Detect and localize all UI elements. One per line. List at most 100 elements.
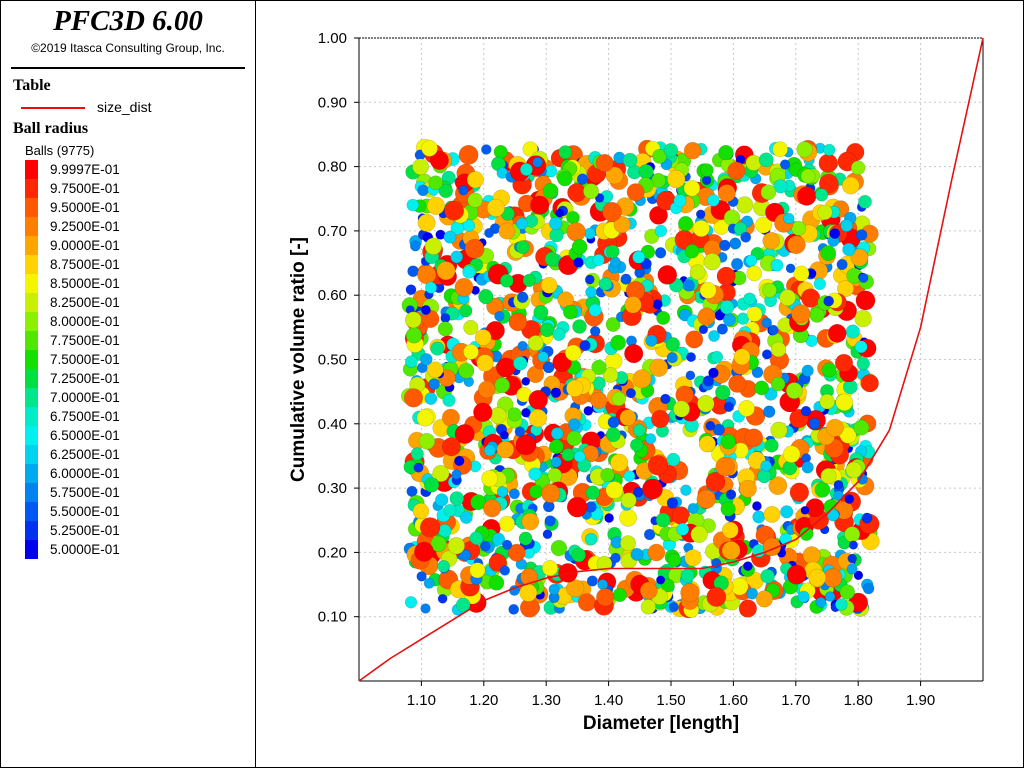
ball: [652, 148, 667, 164]
ball: [796, 186, 817, 206]
ball: [624, 296, 642, 314]
ball: [657, 265, 678, 285]
ball: [666, 352, 678, 364]
ball: [414, 541, 435, 562]
x-tick-label: 1.20: [469, 692, 498, 709]
ball: [671, 506, 691, 525]
ball: [458, 185, 469, 196]
ball: [800, 505, 810, 515]
scale-swatch: [25, 312, 38, 331]
scale-label: 6.2500E-01: [50, 447, 120, 462]
ball: [770, 341, 787, 358]
ball: [645, 433, 657, 445]
ball: [605, 481, 624, 499]
ball: [592, 253, 605, 267]
ball: [541, 483, 561, 504]
ball: [840, 219, 854, 232]
ball: [835, 393, 854, 412]
ball: [858, 194, 872, 209]
ball: [805, 498, 825, 518]
ball: [481, 470, 499, 488]
ball: [550, 427, 564, 440]
ball: [590, 391, 608, 410]
ball: [455, 597, 471, 613]
ball: [412, 502, 430, 520]
ball: [517, 340, 528, 352]
scale-swatch: [25, 198, 38, 217]
ball: [716, 266, 736, 286]
ball: [625, 388, 637, 399]
ball: [477, 380, 496, 399]
ball: [725, 489, 737, 500]
ball: [447, 537, 465, 555]
ball: [739, 479, 757, 498]
ball: [697, 395, 715, 413]
ball: [779, 289, 797, 307]
ball: [585, 485, 600, 500]
ball: [818, 173, 839, 194]
ball: [698, 435, 716, 453]
ball: [620, 492, 637, 509]
ball: [507, 543, 526, 562]
ball: [522, 273, 536, 288]
ball: [708, 367, 719, 379]
ball: [815, 596, 827, 608]
ball: [542, 529, 553, 540]
ball: [579, 340, 591, 352]
ball: [848, 540, 859, 550]
ball: [552, 352, 572, 373]
ball: [796, 141, 813, 158]
ball: [817, 204, 833, 221]
ball: [586, 575, 599, 587]
ball: [845, 324, 860, 339]
ball: [755, 216, 773, 234]
ball: [801, 364, 814, 377]
balls-count: Balls (9775): [25, 143, 95, 158]
ball: [541, 559, 559, 577]
ball: [528, 467, 542, 481]
ball: [428, 378, 441, 390]
ball: [620, 273, 632, 285]
ball: [717, 184, 736, 203]
scale-row: 5.5000E-01: [25, 502, 225, 521]
ball: [715, 456, 735, 477]
ball: [692, 219, 710, 238]
ball: [715, 384, 731, 401]
scale-row: 7.5000E-01: [25, 350, 225, 369]
ball: [700, 163, 714, 177]
ball: [412, 158, 430, 176]
ball: [426, 196, 446, 215]
ball: [656, 310, 671, 325]
ball: [860, 374, 879, 393]
ball: [605, 427, 621, 442]
ball: [459, 549, 472, 562]
scale-row: 7.7500E-01: [25, 331, 225, 350]
ball: [463, 319, 479, 336]
ball: [733, 348, 751, 366]
ball: [584, 532, 598, 546]
ball: [696, 489, 716, 509]
ball: [619, 508, 638, 527]
ball: [826, 509, 840, 522]
ball: [846, 563, 858, 575]
ball: [527, 335, 544, 352]
ball: [493, 144, 508, 159]
ball: [763, 505, 781, 523]
y-tick-label: 0.40: [318, 416, 347, 433]
ball: [762, 405, 776, 418]
ball: [855, 290, 876, 311]
ball: [827, 323, 847, 343]
data-series: [358, 37, 984, 682]
scale-row: 6.5000E-01: [25, 426, 225, 445]
ball: [629, 438, 644, 452]
ball: [819, 393, 836, 410]
ball: [521, 376, 531, 386]
scale-row: 8.7500E-01: [25, 255, 225, 274]
ball: [563, 304, 578, 320]
color-scale: 9.9997E-01 9.7500E-01 9.5000E-01 9.2500E-01…: [25, 160, 225, 559]
ball: [549, 227, 564, 243]
ball: [423, 477, 440, 493]
ball: [566, 222, 586, 242]
ball: [557, 170, 573, 187]
